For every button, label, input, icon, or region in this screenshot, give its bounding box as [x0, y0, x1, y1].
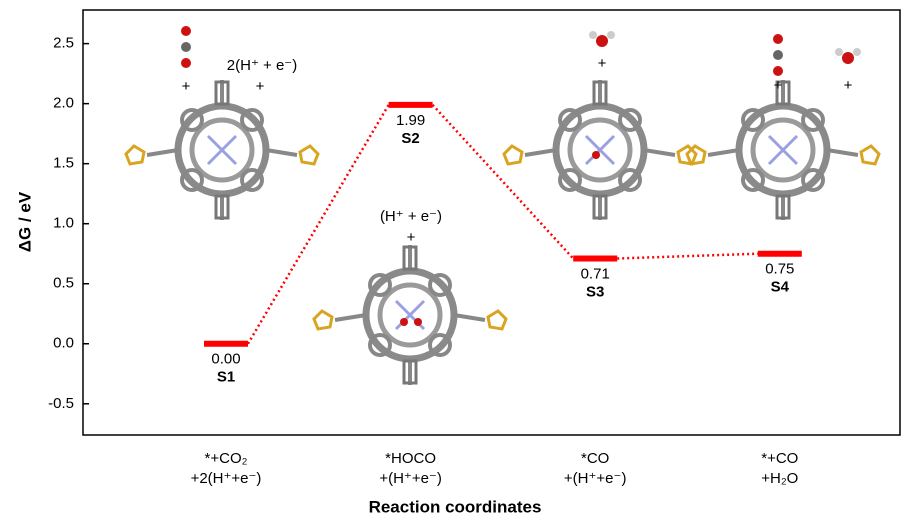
molecule: [504, 80, 696, 220]
x-tick-label: *HOCO: [385, 450, 436, 467]
y-tick-label: 2.0: [53, 95, 74, 112]
annotation: +: [774, 77, 783, 94]
co-molecule: [773, 34, 783, 76]
y-tick-label: -0.5: [48, 395, 74, 412]
molecules: [126, 26, 879, 385]
co2-molecule: [181, 26, 191, 68]
molecule: [126, 80, 318, 220]
annotation: +: [844, 77, 853, 94]
x-tick-label: +(H⁺+e⁻): [564, 470, 627, 487]
y-tick-label: 1.0: [53, 215, 74, 232]
annotation: +: [256, 78, 265, 95]
state-label: S1: [217, 369, 235, 386]
annotation: +: [598, 55, 607, 72]
y-tick-label: 1.5: [53, 155, 74, 172]
x-tick-label: *+CO: [761, 450, 798, 467]
value-label: 0.00: [211, 351, 240, 368]
x-tick-label: +(H⁺+e⁻): [379, 470, 442, 487]
connector: [617, 254, 758, 259]
annotation: +: [407, 229, 416, 246]
state-label: S2: [401, 130, 419, 147]
x-tick-label: *+CO₂: [205, 450, 248, 467]
h2o-molecule: [835, 48, 861, 64]
molecule: [314, 245, 506, 385]
state-label: S4: [771, 279, 790, 296]
y-tick-label: 0.5: [53, 275, 74, 292]
annotation: +: [182, 78, 191, 95]
connector: [433, 105, 574, 259]
x-tick-label: *CO: [581, 450, 609, 467]
adsorbate: [400, 318, 408, 326]
molecule: [687, 80, 879, 220]
y-tick-label: 0.0: [53, 335, 74, 352]
x-tick-label: +H₂O: [761, 470, 798, 487]
chart: ΔG / eV Reaction coordinates -0.5 0.0 0.5 1…: [0, 0, 909, 522]
value-label: 1.99: [396, 112, 425, 129]
h2o-molecule: [589, 31, 615, 47]
adsorbate: [592, 151, 600, 159]
value-label: 0.75: [765, 261, 794, 278]
annotation: (H⁺ + e⁻): [380, 208, 442, 225]
x-axis-label: Reaction coordinates: [369, 497, 542, 516]
adsorbate: [414, 318, 422, 326]
state-label: S3: [586, 283, 604, 300]
y-tick-label: 2.5: [53, 35, 74, 52]
annotation: 2(H⁺ + e⁻): [227, 57, 297, 74]
y-axis-label: ΔG / eV: [15, 191, 34, 252]
x-tick-label: +2(H⁺+e⁻): [191, 470, 262, 487]
value-label: 0.71: [581, 265, 610, 282]
